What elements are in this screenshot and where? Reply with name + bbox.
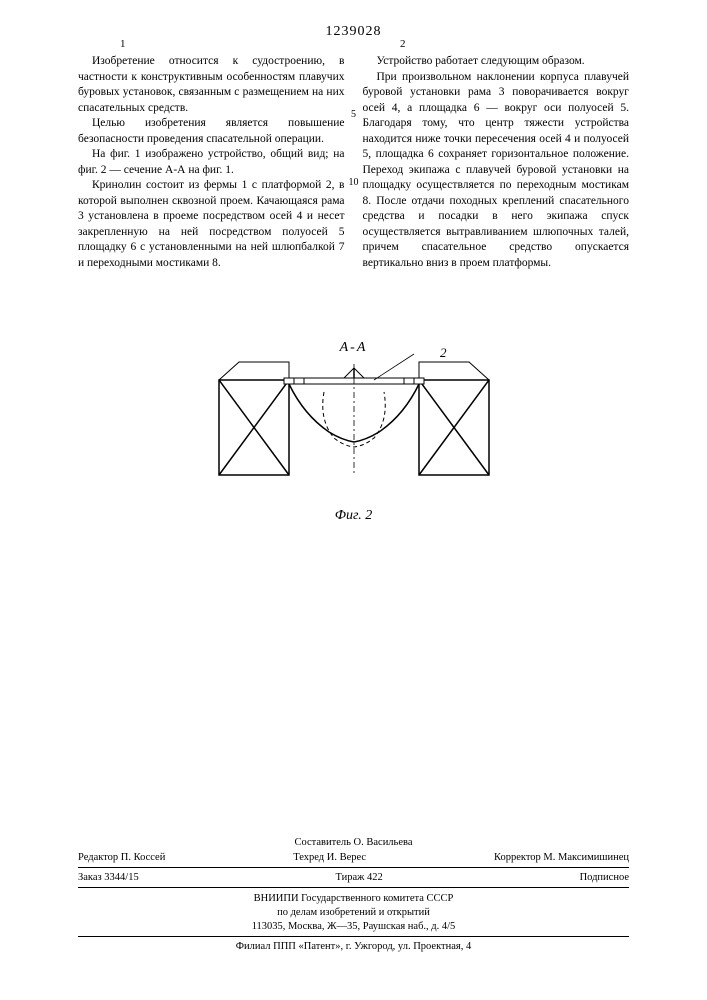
editor: Редактор П. Коссей bbox=[78, 852, 165, 863]
tech-editor: Техред И. Верес bbox=[293, 852, 366, 863]
para: Изобретение относится к судостроению, в … bbox=[78, 54, 345, 116]
subscription: Подписное bbox=[580, 872, 629, 883]
print-run: Тираж 422 bbox=[335, 872, 382, 883]
para: Устройство работает следующим образом. bbox=[363, 54, 630, 70]
text-columns: Изобретение относится к судостроению, в … bbox=[78, 54, 629, 271]
column-right: Устройство работает следующим образом. П… bbox=[363, 54, 630, 271]
para: Кринолин состоит из фермы 1 с платформой… bbox=[78, 178, 345, 271]
para: На фиг. 1 изображено устройство, общий в… bbox=[78, 147, 345, 178]
corrector: Корректор М. Максимишинец bbox=[494, 852, 629, 863]
org-line: по делам изобретений и открытий bbox=[78, 906, 629, 920]
para: При произвольном наклонении корпуса плав… bbox=[363, 70, 630, 272]
figure-caption: Фиг. 2 bbox=[335, 508, 373, 524]
figure-area: А-А 2 Фиг. 2 bbox=[0, 320, 707, 570]
footer: Составитель О. Васильева Редактор П. Кос… bbox=[78, 837, 629, 954]
compiler: Составитель О. Васильева bbox=[295, 837, 413, 848]
publication-row: Заказ 3344/15 Тираж 422 Подписное bbox=[78, 872, 629, 888]
credits-compiler: Составитель О. Васильева bbox=[78, 837, 629, 850]
patent-number: 1239028 bbox=[326, 24, 382, 40]
order: Заказ 3344/15 bbox=[78, 872, 139, 883]
credits-row: Редактор П. Коссей Техред И. Верес Корре… bbox=[78, 852, 629, 868]
page-number-left: 1 bbox=[120, 38, 126, 50]
org-line: ВНИИПИ Государственного комитета СССР bbox=[78, 892, 629, 906]
org-addr: 113035, Москва, Ж—35, Раушская наб., д. … bbox=[78, 920, 629, 934]
page-number-right: 2 bbox=[400, 38, 406, 50]
org-block: ВНИИПИ Государственного комитета СССР по… bbox=[78, 892, 629, 954]
para: Целью изобретения является повышение без… bbox=[78, 116, 345, 147]
column-left: Изобретение относится к судостроению, в … bbox=[78, 54, 345, 271]
branch-line: Филиал ППП «Патент», г. Ужгород, ул. Про… bbox=[78, 936, 629, 954]
figure-svg bbox=[184, 320, 524, 500]
